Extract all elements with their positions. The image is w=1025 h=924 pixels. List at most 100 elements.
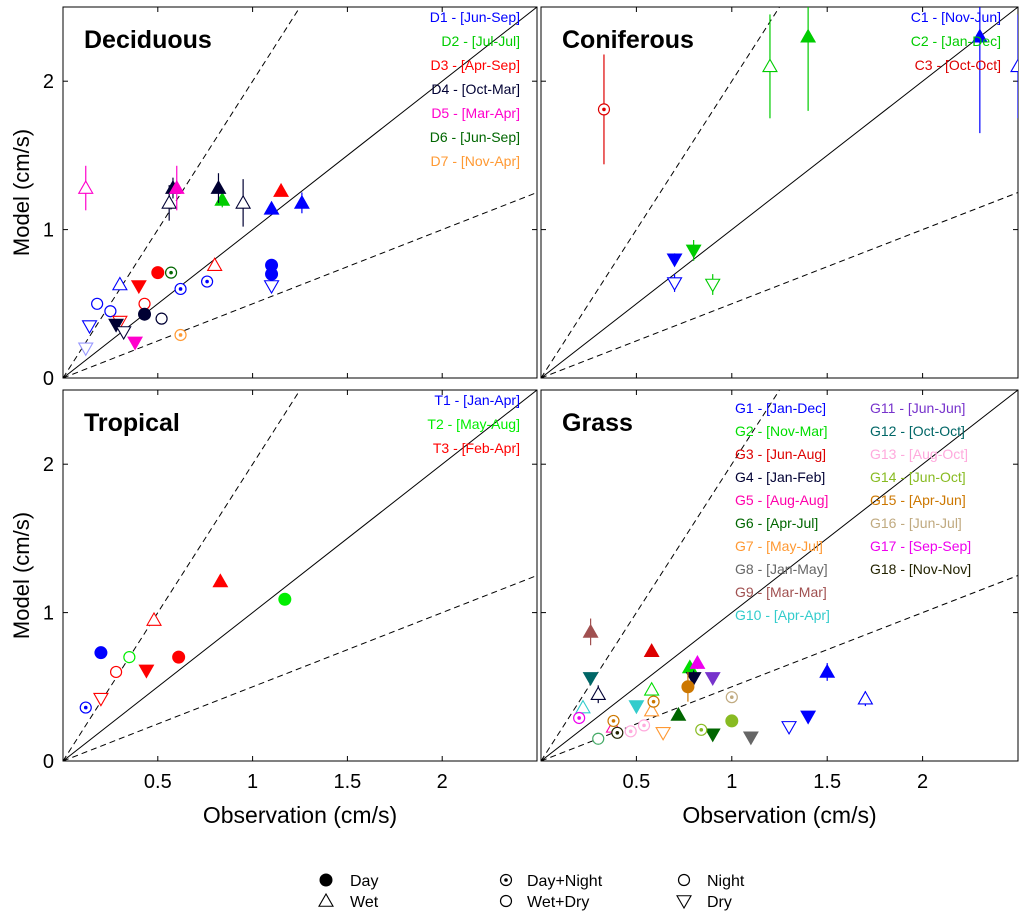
legend-entry: C3 - [Oct-Oct] (915, 57, 1001, 73)
y-tick-label: 0 (43, 368, 54, 390)
legend-label: Dry (707, 894, 732, 911)
legend-entry: C2 - [Jan-Dec] (911, 33, 1001, 49)
legend-entry: T3 - [Feb-Apr] (433, 440, 520, 456)
data-point (104, 305, 117, 318)
data-point (695, 723, 708, 736)
x-tick-label: 1.5 (813, 771, 841, 793)
data-point (643, 681, 660, 696)
data-point (127, 336, 143, 351)
x-tick-label: 0.5 (622, 771, 650, 793)
legend-marker (499, 894, 513, 908)
one-to-one-line (541, 390, 1018, 761)
marker-legend: Day Wet Day+Night Wet+Dry Night Dry (318, 873, 745, 911)
data-point (624, 725, 637, 738)
legend-marker (499, 873, 513, 887)
x-tick-label: 0.5 (144, 771, 172, 793)
data-point (174, 282, 187, 296)
data-point (655, 727, 672, 741)
x-tick-label: 2 (437, 771, 448, 793)
data-point (781, 721, 797, 735)
legend-entry: D7 - [Nov-Apr] (431, 153, 520, 169)
legend-marker (319, 873, 333, 887)
y-axis-label: Model (cm/s) (9, 129, 34, 256)
data-point (573, 711, 586, 725)
legend-entry: G10 - [Apr-Apr] (735, 607, 830, 623)
data-point (164, 266, 178, 279)
data-point (109, 665, 123, 679)
legend-entry: G2 - [Nov-Mar] (735, 423, 828, 439)
y-tick-label: 2 (43, 454, 54, 476)
data-point (575, 699, 591, 714)
legend-entry: G16 - [Jun-Jul] (870, 515, 962, 531)
y-tick-label: 2 (43, 71, 54, 93)
legend-entry: T1 - [Jan-Apr] (434, 392, 520, 408)
data-point (293, 194, 310, 209)
data-point (79, 701, 92, 714)
legend-entry: G11 - [Jun-Jun] (870, 400, 965, 416)
data-point (161, 194, 178, 209)
legend-entry: G12 - [Oct-Oct] (870, 423, 965, 439)
legend-entry: G8 - [Jan-May] (735, 561, 828, 577)
data-point (857, 690, 874, 705)
data-point (146, 611, 162, 626)
panel-title: Coniferous (562, 26, 694, 54)
legend-entry: D5 - [Mar-Apr] (431, 105, 520, 121)
data-points (79, 573, 292, 714)
legend-entry: T2 - [May-Aug] (427, 416, 520, 432)
legend-entry: G9 - [Mar-Mar] (735, 584, 827, 600)
legend-label: Wet+Dry (527, 894, 589, 911)
data-point (611, 726, 624, 739)
data-point (742, 731, 759, 746)
legend-item-dry: Dry (676, 894, 732, 911)
panels: 0 1 2 Model (cm/s) Deciduous D1 - [Jun-Sep] D2… (9, 6, 1019, 828)
data-point (155, 312, 168, 325)
data-point (206, 257, 223, 272)
data-points (77, 165, 310, 357)
legend-entry: G7 - [May-Jul] (735, 538, 823, 554)
y-axis-label: Model (cm/s) (9, 512, 34, 639)
legend-entry: D1 - [Jun-Sep] (430, 9, 520, 25)
legend-entry: G15 - [Apr-Jun] (870, 492, 966, 508)
panel-tropical: 0 1 2 0.5 1 1.5 2 Model (cm/s) Observation (cm/s… (9, 389, 538, 828)
data-point (628, 700, 645, 715)
data-point (685, 672, 702, 687)
data-point (685, 244, 702, 259)
data-point (725, 691, 738, 704)
data-point (77, 179, 94, 194)
one-to-one-line (541, 7, 1018, 378)
legend-label: Wet (350, 894, 379, 911)
x-tick-label: 2 (917, 771, 928, 793)
panel-deciduous: 0 1 2 Model (cm/s) Deciduous D1 - [Jun-Sep] D2… (9, 6, 538, 390)
data-point (666, 253, 683, 268)
data-point (637, 719, 651, 732)
data-point (704, 278, 721, 293)
y-tick-label: 1 (43, 220, 54, 242)
legend-entry: D2 - [Jul-Jul] (441, 33, 520, 49)
legend-entry: G13 - [Aug-Oct] (870, 446, 968, 462)
legend-entry: G5 - [Aug-Aug] (735, 492, 828, 508)
data-point (597, 103, 611, 116)
legend-label: Day (350, 873, 378, 890)
data-point (800, 28, 817, 43)
data-point (582, 623, 599, 638)
x-tick-label: 1 (247, 771, 258, 793)
data-point (1010, 58, 1018, 73)
legend-entry: D6 - [Jun-Sep] (430, 129, 520, 145)
legend-entry: G14 - [Jun-Oct] (870, 469, 966, 485)
panel-coniferous: Coniferous C1 - [Nov-Jun] C2 - [Jan-Dec] C3… (540, 6, 1019, 379)
data-point (971, 28, 988, 43)
x-tick-label: 1.5 (333, 771, 361, 793)
panel-title: Deciduous (84, 26, 212, 54)
data-point (643, 643, 660, 657)
data-point (265, 267, 279, 281)
one-to-one-line (63, 390, 537, 761)
data-point (77, 342, 94, 357)
data-point (130, 280, 147, 295)
data-point (670, 706, 687, 721)
data-point (263, 200, 280, 215)
data-point (590, 686, 607, 701)
x-tick-label: 1 (726, 771, 737, 793)
legend-entry: G18 - [Nov-Nov] (870, 561, 971, 577)
legend-marker (676, 895, 692, 910)
